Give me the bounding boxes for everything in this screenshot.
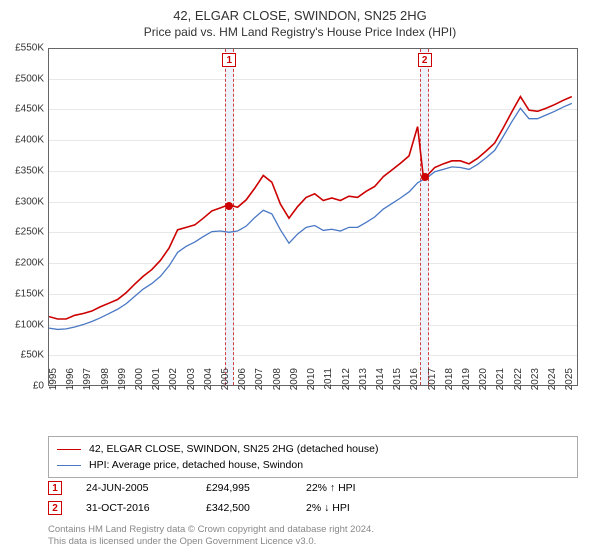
footer-line-2: This data is licensed under the Open Gov… [48,536,578,548]
sale-price-1: £294,995 [206,482,306,494]
x-tick-label: 2006 [237,368,248,408]
legend-item-hpi: HPI: Average price, detached house, Swin… [57,457,569,473]
sale-date-2: 31-OCT-2016 [86,502,206,514]
y-tick-label: £500K [0,73,44,84]
y-tick-label: £550K [0,43,44,54]
line-plot [49,49,577,385]
sale-diff-2: 2% ↓ HPI [306,502,406,514]
x-tick-label: 2017 [427,368,438,408]
sales-table: 1 24-JUN-2005 £294,995 22% ↑ HPI 2 31-OC… [48,478,578,518]
x-tick-label: 2018 [444,368,455,408]
y-tick-label: £50K [0,350,44,361]
y-tick-label: £100K [0,319,44,330]
x-tick-label: 2011 [323,368,334,408]
sale-point [225,202,233,210]
legend-swatch-property [57,449,81,450]
legend-item-property: 42, ELGAR CLOSE, SWINDON, SN25 2HG (deta… [57,441,569,457]
sale-flag: 1 [222,53,236,67]
x-tick-label: 2012 [341,368,352,408]
x-tick-label: 2013 [358,368,369,408]
x-tick-label: 2004 [203,368,214,408]
series-property [49,97,572,319]
legend-swatch-hpi [57,465,81,466]
x-tick-label: 2016 [409,368,420,408]
x-tick-label: 2024 [547,368,558,408]
x-tick-label: 2007 [254,368,265,408]
x-tick-label: 2000 [134,368,145,408]
legend: 42, ELGAR CLOSE, SWINDON, SN25 2HG (deta… [48,436,578,478]
x-tick-label: 2009 [289,368,300,408]
y-tick-label: £200K [0,258,44,269]
chart-plot-area: 12 [48,48,578,386]
x-tick-label: 1997 [82,368,93,408]
series-hpi [49,103,572,329]
x-tick-label: 2023 [530,368,541,408]
x-tick-label: 2002 [168,368,179,408]
sale-marker-1: 1 [48,481,62,495]
sale-flag: 2 [418,53,432,67]
x-tick-label: 2003 [186,368,197,408]
sale-marker-2: 2 [48,501,62,515]
sale-point [421,173,429,181]
legend-label-hpi: HPI: Average price, detached house, Swin… [89,459,303,471]
x-tick-label: 2022 [513,368,524,408]
x-tick-label: 2008 [272,368,283,408]
footer: Contains HM Land Registry data © Crown c… [48,524,578,549]
y-tick-label: £300K [0,196,44,207]
x-tick-label: 2005 [220,368,231,408]
x-tick-label: 2015 [392,368,403,408]
x-tick-label: 2020 [478,368,489,408]
sale-price-2: £342,500 [206,502,306,514]
y-tick-label: £350K [0,165,44,176]
x-tick-label: 1996 [65,368,76,408]
x-tick-label: 2025 [564,368,575,408]
sale-row-2: 2 31-OCT-2016 £342,500 2% ↓ HPI [48,498,578,518]
legend-label-property: 42, ELGAR CLOSE, SWINDON, SN25 2HG (deta… [89,443,378,455]
x-tick-label: 2001 [151,368,162,408]
chart-subtitle: Price paid vs. HM Land Registry's House … [0,23,600,39]
y-tick-label: £400K [0,135,44,146]
sale-row-1: 1 24-JUN-2005 £294,995 22% ↑ HPI [48,478,578,498]
x-tick-label: 2010 [306,368,317,408]
x-tick-label: 2021 [495,368,506,408]
sale-diff-1: 22% ↑ HPI [306,482,406,494]
footer-line-1: Contains HM Land Registry data © Crown c… [48,524,578,536]
y-tick-label: £250K [0,227,44,238]
x-tick-label: 1998 [100,368,111,408]
y-tick-label: £150K [0,288,44,299]
y-tick-label: £0 [0,381,44,392]
chart-title: 42, ELGAR CLOSE, SWINDON, SN25 2HG [0,0,600,23]
x-tick-label: 1995 [48,368,59,408]
y-tick-label: £450K [0,104,44,115]
x-tick-label: 2014 [375,368,386,408]
sale-date-1: 24-JUN-2005 [86,482,206,494]
x-tick-label: 1999 [117,368,128,408]
x-tick-label: 2019 [461,368,472,408]
